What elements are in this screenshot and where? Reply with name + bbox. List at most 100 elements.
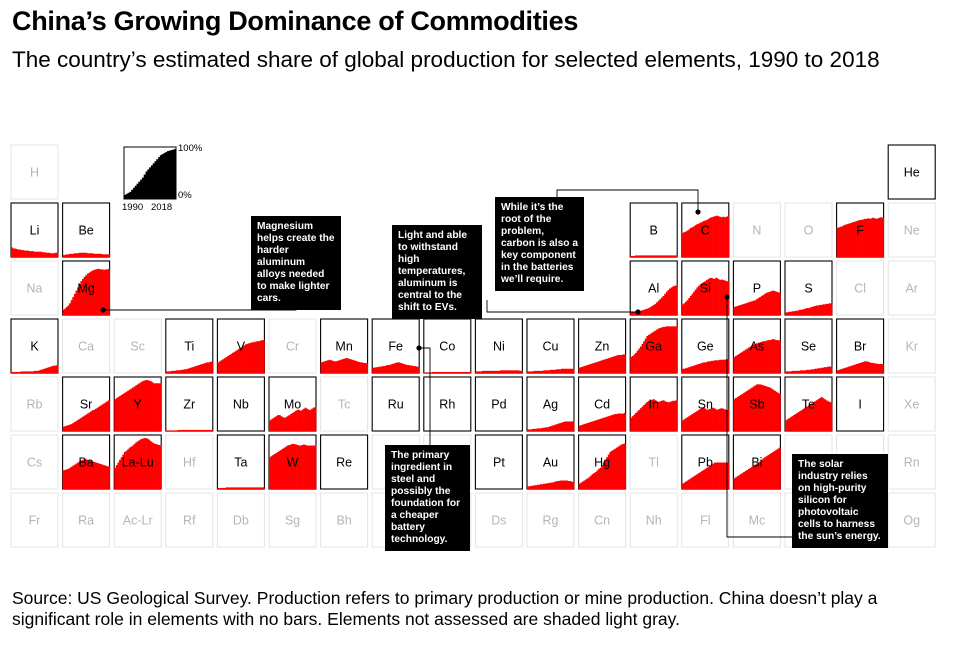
share-bar [741, 393, 744, 431]
share-bar [349, 359, 352, 373]
share-bar [823, 304, 826, 315]
share-bar [204, 429, 207, 431]
share-bar [99, 253, 102, 257]
share-bar [236, 349, 239, 373]
share-bar [860, 362, 863, 373]
legend-bar [138, 181, 141, 199]
share-bar [557, 423, 560, 431]
share-bar [867, 218, 870, 257]
source-note: Source: US Geological Survey. Production… [12, 588, 878, 629]
share-bar [531, 428, 534, 431]
share-bar [411, 365, 414, 373]
share-bar [99, 405, 102, 431]
share-bar [865, 361, 868, 373]
share-bar [630, 417, 633, 431]
share-bar [717, 360, 720, 373]
share-bar [651, 305, 654, 315]
share-bar [762, 458, 765, 489]
share-bar [710, 217, 713, 257]
share-bar [817, 399, 820, 431]
share-bar [14, 248, 17, 257]
share-bar [204, 362, 207, 373]
share-bar [675, 326, 678, 373]
share-bar [578, 367, 581, 373]
share-bar [693, 412, 696, 431]
share-bar [760, 295, 763, 315]
share-bar [132, 445, 134, 489]
share-bar [83, 459, 86, 489]
share-bar [743, 303, 746, 315]
share-bar [519, 370, 522, 373]
share-bar [23, 250, 26, 257]
share-bar [380, 366, 383, 373]
share-bar [543, 483, 546, 489]
share-bar [123, 451, 126, 489]
element-symbol: Zn [595, 340, 610, 354]
share-bar [757, 462, 760, 489]
share-bar [694, 411, 697, 431]
element-symbol: Pd [491, 398, 506, 412]
share-bar [56, 252, 59, 257]
share-bar [872, 362, 875, 373]
share-bar [685, 418, 688, 431]
element-symbol: Sb [749, 398, 764, 412]
share-bar [586, 423, 589, 431]
share-bar [717, 278, 720, 315]
share-bar [467, 371, 470, 373]
share-bar [209, 361, 212, 373]
share-bar [198, 429, 201, 431]
share-bar [25, 250, 28, 257]
share-bar [130, 446, 133, 489]
share-bar [535, 370, 538, 373]
share-bar [701, 408, 704, 431]
share-bar [303, 444, 305, 489]
share-bar [53, 253, 56, 257]
element-cell-border [887, 376, 936, 432]
chart-subtitle: The country’s estimated share of global … [12, 47, 880, 72]
share-bar [762, 341, 765, 373]
share-bar [789, 371, 792, 373]
legend-bar [172, 149, 175, 199]
share-bar [183, 369, 186, 373]
share-bar [527, 371, 529, 373]
share-bar [796, 412, 799, 431]
share-bar [561, 480, 563, 489]
share-bar [169, 430, 172, 431]
share-bar [704, 468, 707, 489]
share-bar [225, 487, 228, 489]
share-bar [649, 400, 652, 431]
share-bar [388, 365, 391, 373]
share-bar [277, 415, 280, 431]
share-bar [791, 311, 794, 315]
share-bar [778, 393, 781, 431]
share-bar [630, 255, 633, 257]
share-bar [312, 407, 315, 431]
legend-bar [159, 155, 162, 199]
share-bar [738, 475, 741, 489]
share-bar [715, 360, 718, 373]
share-bar [54, 365, 57, 373]
share-bar [665, 401, 668, 431]
share-bar [72, 296, 75, 315]
share-bar [303, 408, 305, 431]
share-bar [70, 253, 73, 257]
share-bar [588, 364, 591, 373]
share-bar [869, 362, 871, 373]
legend-bar [134, 185, 137, 199]
legend-bar [145, 171, 148, 199]
legend-bar [125, 193, 128, 199]
share-bar [741, 351, 744, 373]
share-bar [88, 412, 91, 431]
share-bar [793, 415, 796, 431]
share-bar [601, 418, 604, 431]
share-bar [596, 470, 599, 489]
share-bar [227, 356, 230, 373]
share-bar [201, 363, 204, 373]
share-bar [702, 407, 705, 431]
share-bar [701, 362, 704, 373]
share-bar [211, 361, 214, 373]
share-bar [827, 366, 830, 373]
share-bar [830, 303, 833, 315]
share-bar [773, 291, 776, 315]
share-bar [736, 354, 739, 373]
